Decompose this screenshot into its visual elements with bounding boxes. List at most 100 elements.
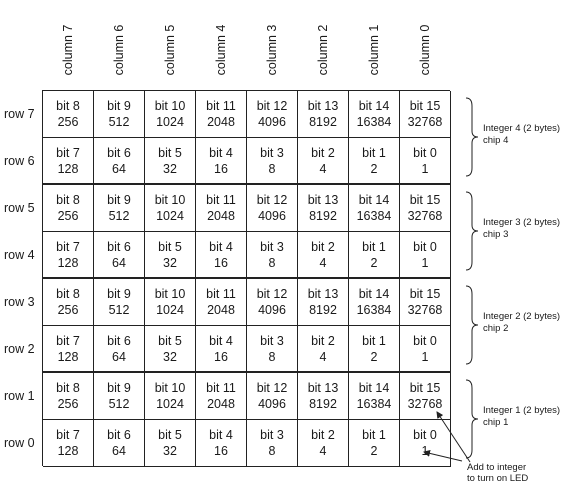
bit-value: 2048 (207, 209, 235, 223)
chip-name: chip 1 (483, 417, 509, 428)
bit-value: 4 (319, 349, 327, 364)
bit-value: 512 (108, 115, 130, 129)
bit-label: bit 15 (409, 287, 441, 301)
led-cell: bit 7 128 (43, 232, 94, 279)
led-cell: bit 4 16 (196, 232, 247, 279)
led-cell: bit 13 8192 (298, 373, 349, 420)
bit-label: bit 3 (260, 428, 284, 442)
bit-label: bit 1 (362, 333, 386, 348)
bit-label: bit 8 (56, 381, 80, 395)
led-cell: bit 6 64 (94, 232, 145, 279)
integer-brace (465, 97, 479, 177)
led-cell: bit 13 8192 (298, 185, 349, 232)
bit-label: bit 6 (107, 239, 131, 254)
bit-label: bit 0 (413, 333, 437, 348)
bit-value: 2048 (207, 115, 235, 129)
led-cell: bit 8 256 (43, 185, 94, 232)
led-cell: bit 14 16384 (349, 91, 400, 138)
integer-brace (465, 285, 479, 365)
bit-value: 1024 (156, 303, 184, 317)
bit-label: bit 6 (107, 428, 131, 442)
bit-label: bit 5 (158, 145, 182, 160)
bit-value: 256 (57, 209, 79, 223)
bit-value: 1024 (156, 115, 184, 129)
bit-label: bit 8 (56, 287, 80, 301)
bit-label: bit 10 (154, 287, 186, 301)
bit-label: bit 9 (107, 193, 131, 207)
integer-name: Integer 1 (2 bytes) (483, 405, 561, 416)
led-cell: bit 12 4096 (247, 91, 298, 138)
bit-value: 8192 (309, 303, 337, 317)
led-cell: bit 10 1024 (145, 279, 196, 326)
bit-label: bit 11 (206, 381, 236, 395)
led-cell: bit 5 32 (145, 232, 196, 279)
bit-label: bit 12 (256, 99, 288, 113)
led-cell: bit 9 512 (94, 185, 145, 232)
bit-value: 4096 (258, 209, 286, 223)
integer-annotation: Integer 1 (2 bytes) chip 1 (483, 405, 560, 429)
bit-value: 16384 (356, 397, 392, 411)
bit-value: 1 (421, 349, 429, 364)
bit-label: bit 9 (107, 287, 131, 301)
bit-label: bit 7 (56, 428, 80, 442)
row-label: row 6 (4, 153, 35, 168)
bit-value: 64 (112, 255, 126, 270)
bit-label: bit 13 (307, 193, 339, 207)
bit-value: 32 (163, 349, 177, 364)
led-cell: bit 13 8192 (298, 279, 349, 326)
bit-value: 1024 (156, 397, 184, 411)
bit-value: 4096 (258, 115, 286, 129)
bit-label: bit 1 (362, 428, 386, 442)
led-cell: bit 8 256 (43, 91, 94, 138)
bit-label: bit 5 (158, 239, 182, 254)
bit-value: 32 (163, 161, 177, 176)
column-header-label: column 0 (417, 24, 432, 76)
led-cell: bit 5 32 (145, 138, 196, 185)
bit-label: bit 5 (158, 333, 182, 348)
bit-label: bit 7 (56, 145, 80, 160)
bit-value: 128 (57, 444, 79, 458)
bit-value: 8192 (309, 397, 337, 411)
bit-label: bit 2 (311, 333, 335, 348)
bit-value: 32768 (407, 303, 443, 317)
led-cell: bit 4 16 (196, 138, 247, 185)
bit-label: bit 2 (311, 145, 335, 160)
row-labels: row 7 row 6 row 5 row 4 row 3 row 2 row 1 row 0 (0, 90, 42, 466)
led-cell: bit 15 32768 (400, 185, 451, 232)
led-cell: bit 11 2048 (196, 279, 247, 326)
bit-value: 8 (268, 255, 276, 270)
bit-value: 16384 (356, 115, 392, 129)
bit-value: 64 (112, 444, 126, 458)
chip-name: chip 4 (483, 135, 509, 146)
bit-value: 8 (268, 444, 276, 458)
bit-value: 1 (421, 255, 429, 270)
bit-label: bit 13 (307, 99, 339, 113)
bit-value: 32 (163, 255, 177, 270)
bit-label: bit 14 (358, 193, 390, 207)
integer-name: Integer 4 (2 bytes) (483, 123, 561, 134)
bit-label: bit 7 (56, 333, 80, 348)
bit-value: 4 (319, 161, 327, 176)
bit-label: bit 0 (413, 239, 437, 254)
bit-value: 1 (421, 444, 429, 458)
bit-value: 1 (421, 161, 429, 176)
bit-value: 256 (57, 397, 79, 411)
bit-value: 512 (108, 209, 130, 223)
bit-label: bit 10 (154, 381, 186, 395)
integer-annotation: Integer 2 (2 bytes) chip 2 (483, 311, 560, 335)
bit-value: 16 (214, 255, 228, 270)
bit-value: 4 (319, 255, 327, 270)
column-header-label: column 2 (315, 24, 330, 76)
bit-value: 128 (57, 255, 79, 270)
bit-value: 64 (112, 349, 126, 364)
chip-name: chip 2 (483, 323, 509, 334)
led-instruction-note: Add to integer to turn on LED (467, 462, 528, 484)
